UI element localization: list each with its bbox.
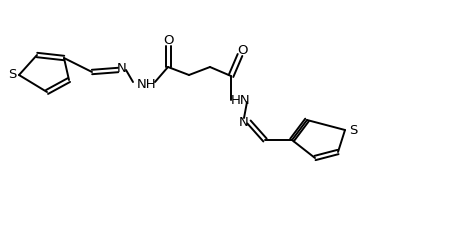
Text: O: O xyxy=(238,43,248,57)
Text: NH: NH xyxy=(137,77,157,91)
Text: O: O xyxy=(163,34,173,48)
Text: HN: HN xyxy=(231,94,251,107)
Text: N: N xyxy=(117,63,127,76)
Text: S: S xyxy=(349,124,357,137)
Text: S: S xyxy=(8,69,16,82)
Text: N: N xyxy=(239,116,249,128)
